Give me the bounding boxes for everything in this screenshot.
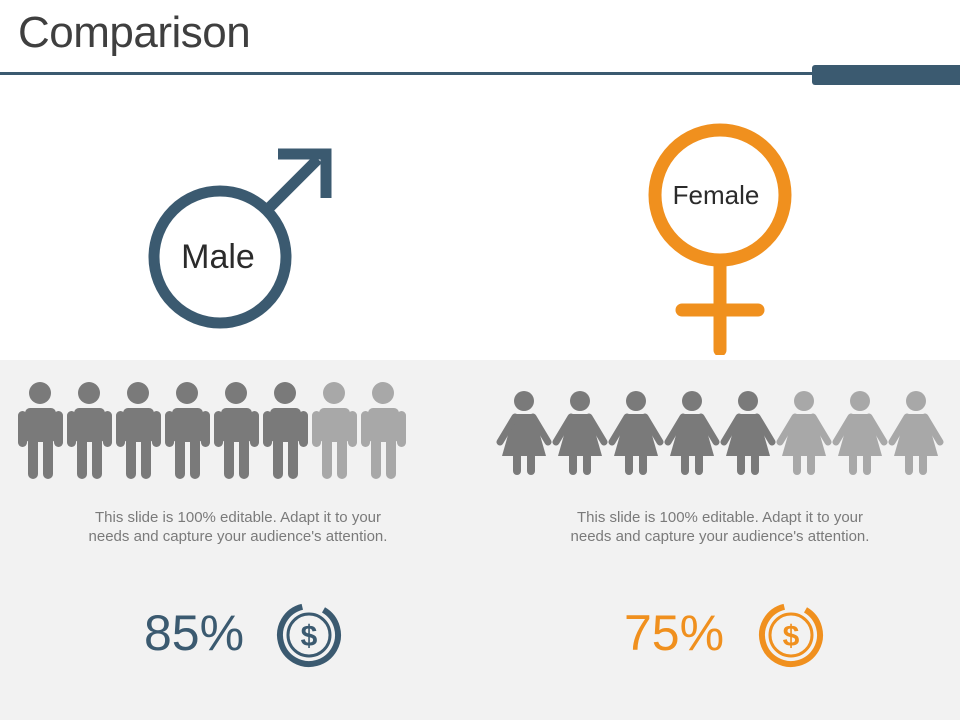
female-person-icon xyxy=(552,390,608,476)
dollar-coin-icon: $ xyxy=(275,601,343,669)
male-description: This slide is 100% editable. Adapt it to… xyxy=(48,508,428,546)
female-symbol-icon xyxy=(640,120,800,355)
dollar-coin-icon: $ xyxy=(757,601,825,669)
male-label: Male xyxy=(181,238,255,276)
female-percentage: 75% xyxy=(624,605,725,661)
male-person-icon xyxy=(16,381,65,481)
male-percentage: 85% xyxy=(144,605,245,661)
female-description: This slide is 100% editable. Adapt it to… xyxy=(530,508,910,546)
female-person-icon xyxy=(496,390,552,476)
female-label: Female xyxy=(672,180,760,210)
male-person-icon xyxy=(261,381,310,481)
male-description-line: needs and capture your audience's attent… xyxy=(88,528,388,545)
female-person-icon xyxy=(888,390,944,476)
title-accent-bar xyxy=(812,65,960,85)
title-underline xyxy=(0,72,812,75)
svg-text:$: $ xyxy=(301,620,318,653)
male-description-line: This slide is 100% editable. Adapt it to… xyxy=(95,509,381,526)
female-description-line: needs and capture your audience's attent… xyxy=(570,528,870,545)
svg-text:$: $ xyxy=(783,620,800,653)
male-person-icon xyxy=(65,381,114,481)
male-person-icon xyxy=(163,381,212,481)
page-title: Comparison xyxy=(18,8,251,57)
female-people-row xyxy=(496,390,944,476)
female-person-icon xyxy=(664,390,720,476)
male-people-row xyxy=(16,381,408,481)
male-symbol-icon xyxy=(140,140,340,335)
female-person-icon xyxy=(832,390,888,476)
male-person-icon xyxy=(310,381,359,481)
female-person-icon xyxy=(608,390,664,476)
male-person-icon xyxy=(359,381,408,481)
female-person-icon xyxy=(720,390,776,476)
female-person-icon xyxy=(776,390,832,476)
male-person-icon xyxy=(212,381,261,481)
male-person-icon xyxy=(114,381,163,481)
female-description-line: This slide is 100% editable. Adapt it to… xyxy=(577,509,863,526)
